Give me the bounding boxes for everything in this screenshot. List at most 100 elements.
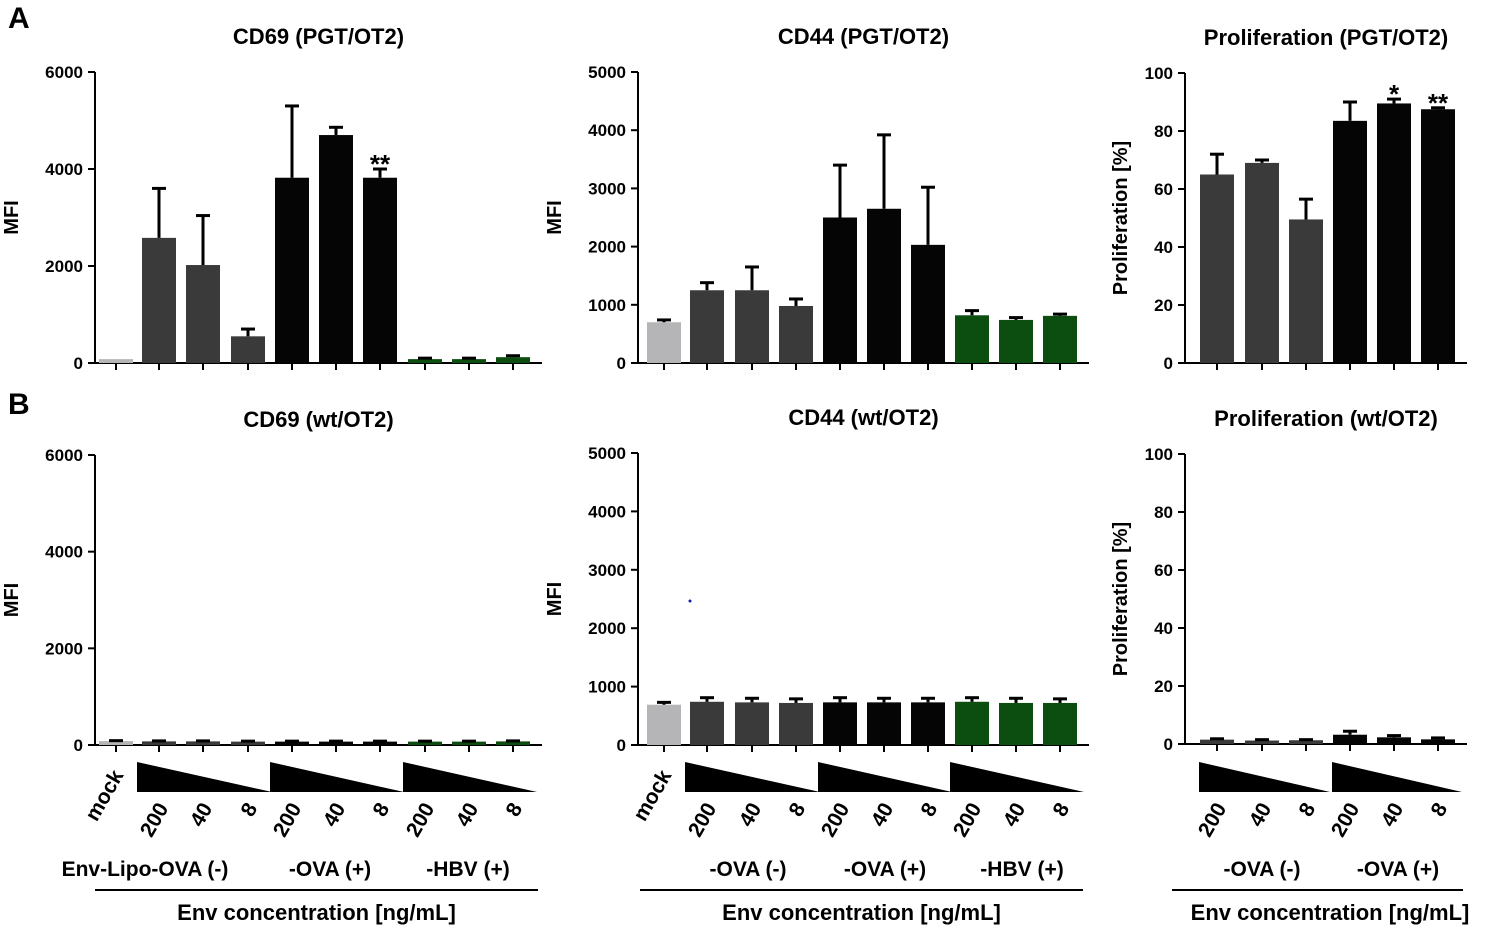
- bar: [1377, 103, 1411, 363]
- y-tick-label: 80: [1154, 122, 1173, 141]
- y-tick-label: 6000: [45, 446, 83, 465]
- chart-title: Proliferation (PGT/OT2): [1204, 25, 1448, 50]
- bar: [142, 237, 176, 363]
- x-category-label: 8: [502, 799, 528, 821]
- x-category-label: 40: [1245, 799, 1277, 831]
- bar: [1200, 739, 1234, 744]
- x-category-label: 40: [1377, 799, 1409, 831]
- y-tick-label: 2000: [45, 639, 83, 658]
- bar: [955, 701, 989, 745]
- y-tick-label: 4000: [45, 543, 83, 562]
- x-category-label: 200: [269, 799, 306, 841]
- y-tick-label: 4000: [588, 502, 626, 521]
- significance-mark: **: [1428, 88, 1449, 118]
- bar: [647, 704, 681, 745]
- chart-title: CD69 (wt/OT2): [243, 407, 393, 432]
- y-axis-label: MFI: [1, 583, 23, 617]
- chart-a2: CD44 (PGT/OT2) 0 1000 2000 3000 4000 5000 MFI: [544, 24, 1089, 373]
- y-tick-label: 0: [74, 736, 83, 755]
- panel-label: A: [8, 2, 30, 35]
- bar: [1289, 740, 1323, 744]
- y-tick-label: 0: [1164, 735, 1173, 754]
- group-label: -OVA (-): [1224, 858, 1301, 881]
- dose-gradient-triangle: [270, 762, 404, 792]
- y-tick-label: 2000: [588, 238, 626, 257]
- bar: [408, 359, 442, 363]
- bar: [275, 741, 309, 745]
- y-tick-label: 100: [1145, 64, 1173, 83]
- x-category-label: 200: [402, 799, 439, 841]
- x-category-label: 8: [237, 799, 263, 821]
- bar: [690, 290, 724, 363]
- y-tick-label: 80: [1154, 503, 1173, 522]
- bar: [955, 315, 989, 363]
- x-category-label: 8: [917, 799, 943, 821]
- x-axis-label: Env concentration [ng/mL]: [1191, 900, 1470, 925]
- x-category-label: 8: [1049, 799, 1075, 821]
- bar: [99, 359, 133, 363]
- bar: [735, 290, 769, 363]
- y-tick-label: 2000: [45, 257, 83, 276]
- y-tick-label: 0: [74, 354, 83, 373]
- x-category-label: 200: [817, 799, 854, 841]
- y-tick-label: 60: [1154, 561, 1173, 580]
- dose-gradient-triangle: [1332, 762, 1462, 792]
- bar: [452, 741, 486, 745]
- bar: [1421, 739, 1455, 744]
- bar: [779, 305, 813, 363]
- y-tick-label: 0: [1164, 354, 1173, 373]
- y-tick-label: 3000: [588, 561, 626, 580]
- y-tick-label: 1000: [588, 678, 626, 697]
- dose-gradient-triangle: [137, 762, 272, 792]
- chart-b1: CD69 (wt/OT2) 0 2000 4000 6000 MFI: [1, 407, 542, 755]
- bar: [823, 217, 857, 363]
- bar: [1245, 162, 1279, 363]
- bar: [1245, 740, 1279, 744]
- dose-gradient-triangle: [403, 762, 537, 792]
- bar: [363, 177, 397, 363]
- dose-gradient-triangle: [685, 762, 820, 792]
- group-label: -OVA (+): [1357, 858, 1439, 881]
- y-tick-label: 1000: [588, 296, 626, 315]
- group-label: Env-Lipo-OVA (-): [62, 858, 229, 881]
- chart-b3: Proliferation (wt/OT2) 0 20 40 60 80 100 Prolif…: [1110, 406, 1467, 754]
- y-tick-label: 20: [1154, 677, 1173, 696]
- bar: [1333, 120, 1367, 363]
- chart-a3: Proliferation (PGT/OT2) 0 20 40 60 80 100 Proli…: [1110, 25, 1467, 373]
- y-tick-label: 4000: [45, 160, 83, 179]
- y-tick-label: 4000: [588, 121, 626, 140]
- bar: [690, 701, 724, 745]
- chart-title: CD44 (PGT/OT2): [778, 24, 949, 49]
- chart-title: CD69 (PGT/OT2): [233, 24, 404, 49]
- chart-a1: CD69 (PGT/OT2) 0 2000 4000 6000 MFI **: [1, 24, 542, 373]
- bar: [1200, 174, 1234, 363]
- x-category-label: 8: [1427, 799, 1453, 821]
- y-axis-label: MFI: [544, 582, 566, 616]
- bar: [911, 244, 945, 363]
- bar: [1289, 219, 1323, 363]
- bar: [1421, 109, 1455, 363]
- x-category-label: 8: [369, 799, 395, 821]
- bar: [231, 741, 265, 745]
- y-tick-label: 5000: [588, 444, 626, 463]
- bar: [231, 336, 265, 363]
- group-label: -OVA (-): [710, 858, 787, 881]
- bar: [496, 357, 530, 363]
- bar: [496, 741, 530, 745]
- y-tick-label: 40: [1154, 619, 1173, 638]
- x-category-label: mock: [81, 766, 129, 825]
- x-axis-label: Env concentration [ng/mL]: [177, 900, 456, 925]
- bar: [319, 135, 353, 363]
- bar: [1043, 702, 1077, 745]
- bar: [867, 702, 901, 745]
- x-category-label: 200: [949, 799, 986, 841]
- x-category-label: 40: [735, 799, 767, 831]
- y-tick-label: 0: [617, 736, 626, 755]
- bar: [1377, 737, 1411, 744]
- group-label: -OVA (+): [289, 858, 371, 881]
- panel-label: B: [8, 388, 30, 421]
- bar: [452, 359, 486, 363]
- y-tick-label: 6000: [45, 63, 83, 82]
